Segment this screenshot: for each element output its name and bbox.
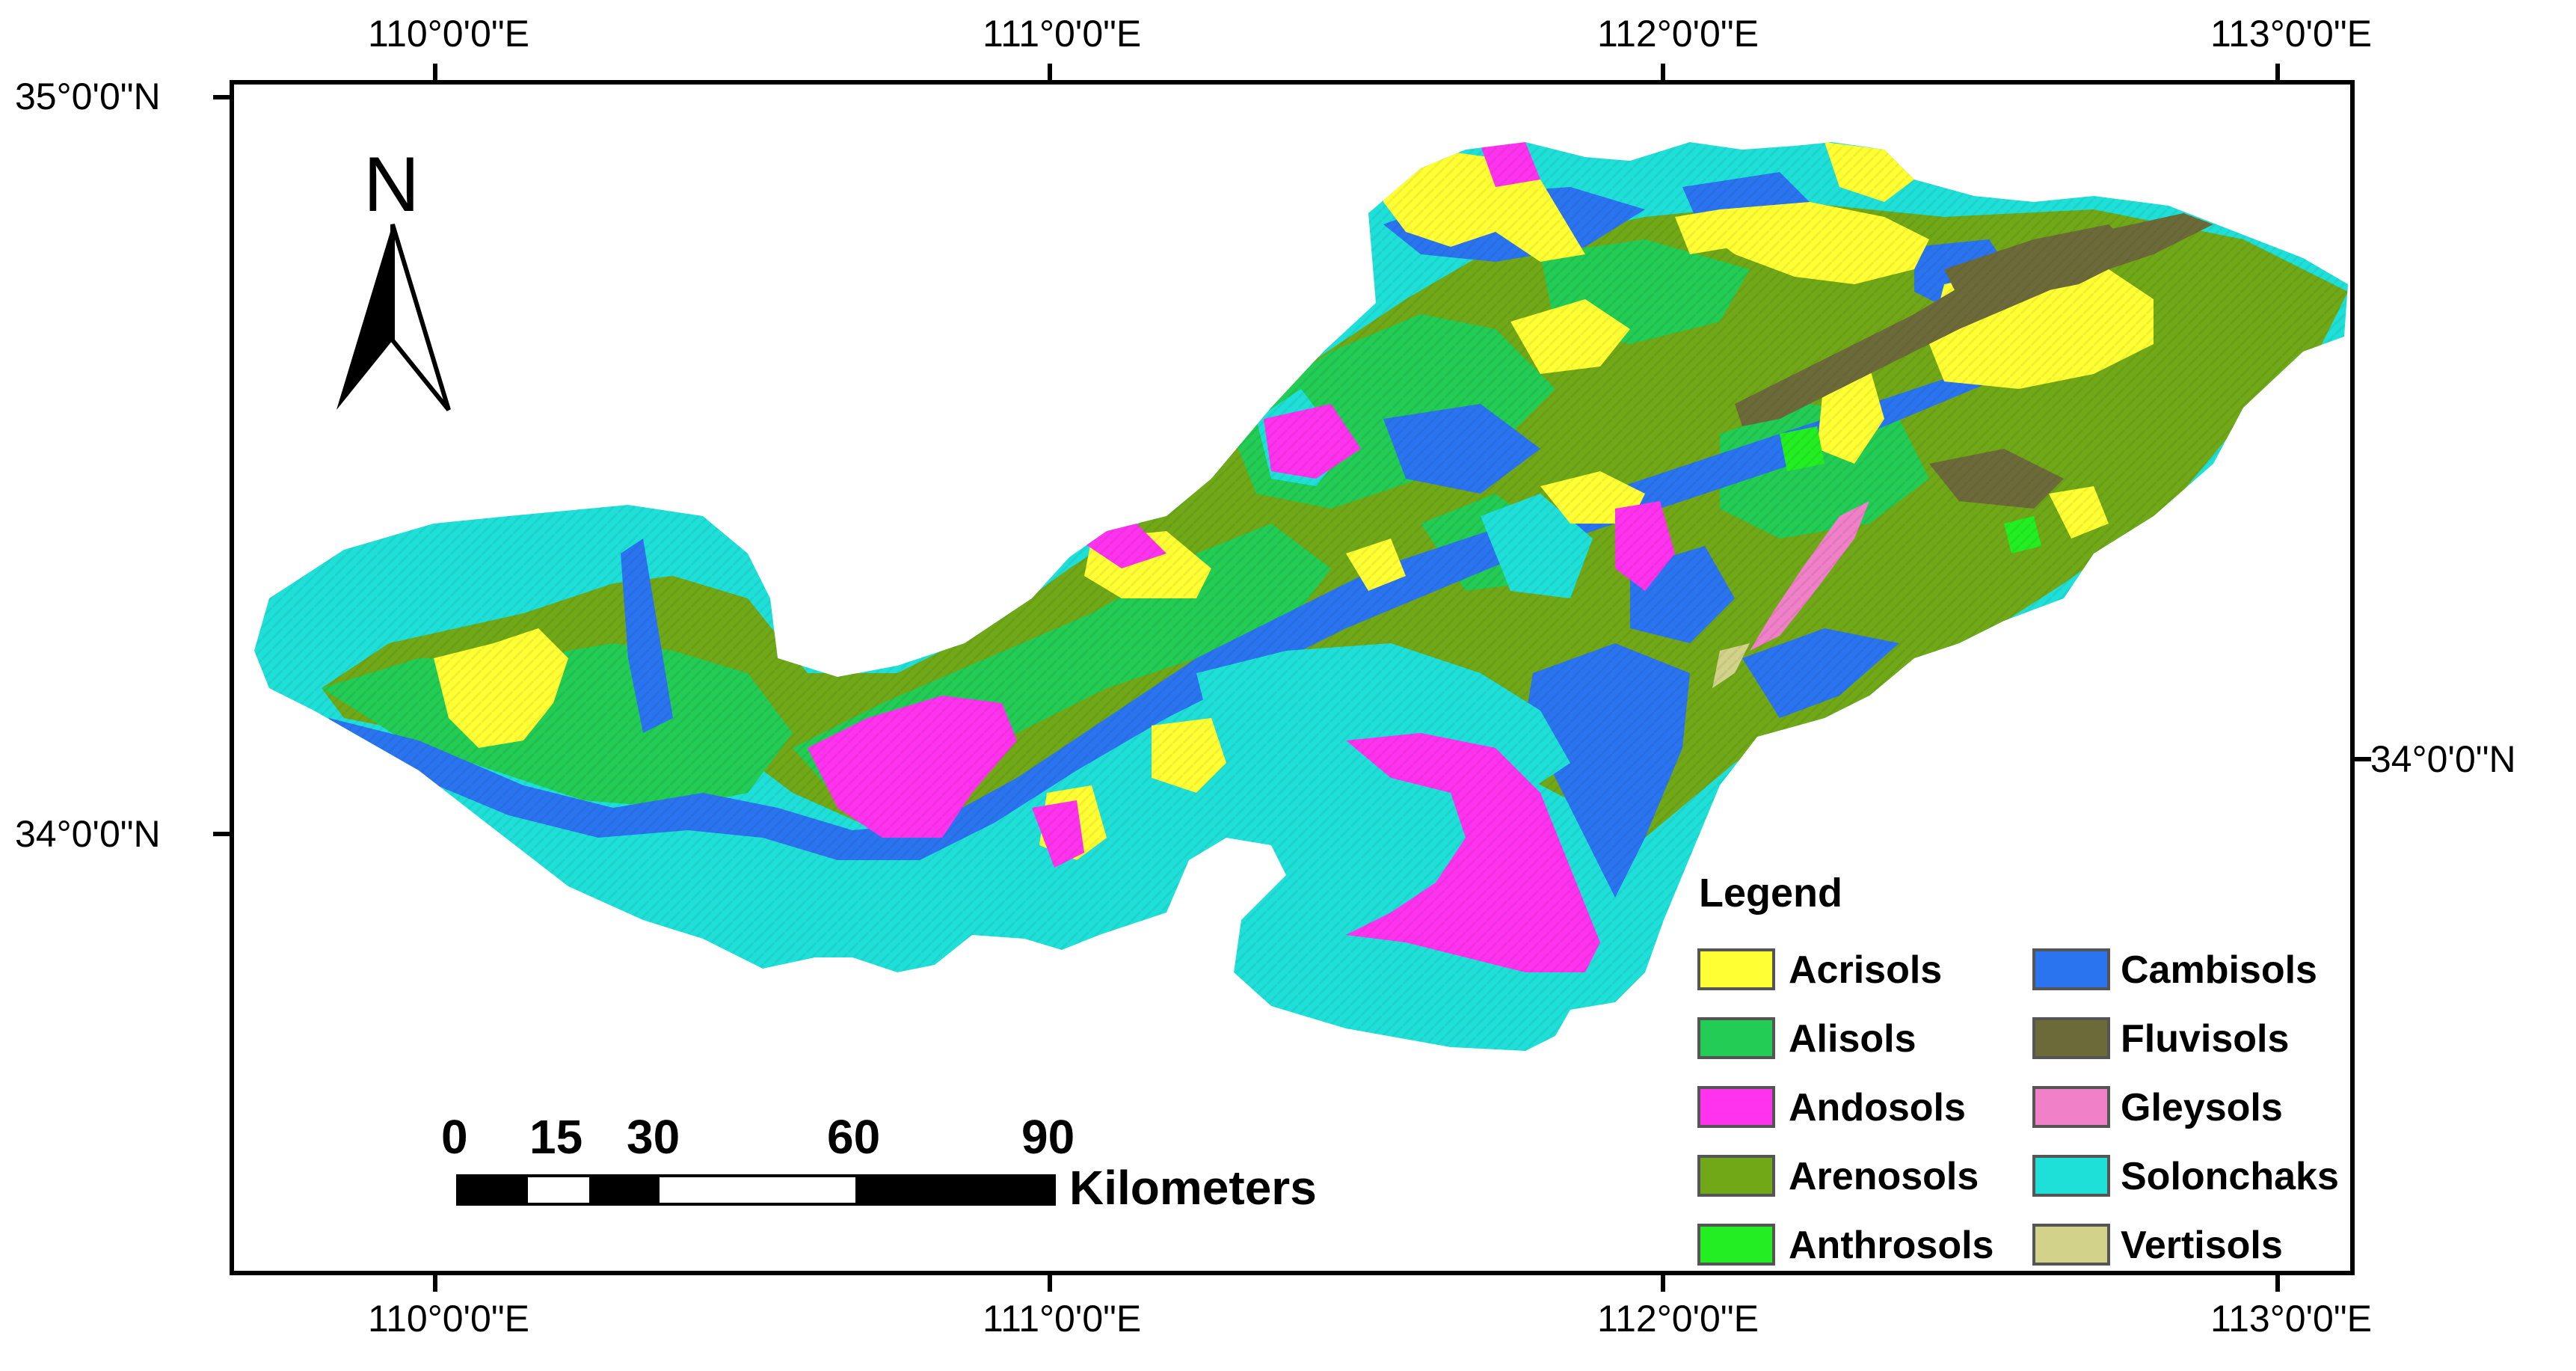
grid-label-top: 112°0'0"E bbox=[1597, 13, 1759, 55]
scale-segment bbox=[589, 1174, 660, 1206]
legend-item-cambisols: Cambisols bbox=[2032, 948, 2317, 992]
legend-swatch bbox=[2032, 1224, 2110, 1266]
scale-segment bbox=[657, 1174, 858, 1206]
legend-label: Acrisols bbox=[1789, 948, 1942, 992]
legend-label: Arenosols bbox=[1789, 1155, 1979, 1198]
north-arrow-icon bbox=[336, 224, 451, 411]
legend-swatch bbox=[2032, 1155, 2110, 1197]
grid-label-right: 34°0'0"N bbox=[2370, 738, 2516, 780]
legend-swatch bbox=[2032, 1086, 2110, 1128]
legend-swatch bbox=[1697, 1155, 1775, 1197]
scale-tick-label: 30 bbox=[627, 1110, 680, 1164]
legend-label: Alisols bbox=[1789, 1017, 1916, 1061]
north-arrow: N bbox=[336, 141, 451, 411]
scale-bar: 0 15 30 60 90 Kilometers bbox=[441, 1110, 1317, 1215]
legend-label: Cambisols bbox=[2121, 948, 2317, 992]
grid-label-top: 111°0'0"E bbox=[983, 13, 1141, 55]
legend-label: Solonchaks bbox=[2121, 1155, 2339, 1198]
legend-item-gleysols: Gleysols bbox=[2032, 1086, 2283, 1129]
legend: Legend Acrisols Alisols Andosols Arenoso… bbox=[1697, 871, 2339, 1267]
grid-label-bottom: 113°0'0"E bbox=[2210, 1298, 2372, 1340]
legend-swatch bbox=[1697, 1017, 1775, 1059]
grid-label-bottom: 112°0'0"E bbox=[1597, 1298, 1759, 1340]
grid-label-top: 110°0'0"E bbox=[368, 13, 529, 55]
legend-swatch bbox=[1697, 1086, 1775, 1128]
legend-item-vertisols: Vertisols bbox=[2032, 1224, 2283, 1267]
legend-label: Fluvisols bbox=[2121, 1017, 2289, 1061]
soil-map bbox=[254, 142, 2348, 1051]
legend-label: Anthrosols bbox=[1789, 1224, 1994, 1267]
north-letter: N bbox=[363, 141, 419, 228]
scale-segment bbox=[525, 1174, 592, 1206]
scale-tick-label: 60 bbox=[827, 1110, 880, 1164]
legend-item-andosols: Andosols bbox=[1697, 1086, 1966, 1129]
scale-tick-label: 90 bbox=[1021, 1110, 1075, 1164]
map-frame bbox=[230, 80, 2355, 1275]
grid-label-left: 34°0'0"N bbox=[15, 813, 161, 855]
legend-label: Andosols bbox=[1789, 1086, 1966, 1129]
grid-label-bottom: 110°0'0"E bbox=[368, 1298, 529, 1340]
grid-ticks bbox=[213, 64, 2371, 1292]
legend-swatch bbox=[1697, 948, 1775, 990]
legend-item-alisols: Alisols bbox=[1697, 1017, 1916, 1061]
grid-label-bottom: 111°0'0"E bbox=[983, 1298, 1141, 1340]
scale-tick-label: 0 bbox=[441, 1110, 468, 1164]
legend-item-solonchaks: Solonchaks bbox=[2032, 1155, 2339, 1198]
legend-swatch bbox=[1697, 1224, 1775, 1266]
legend-title: Legend bbox=[1699, 871, 1842, 915]
legend-swatch bbox=[2032, 1017, 2110, 1059]
scale-tick-label: 15 bbox=[529, 1110, 582, 1164]
scale-segment bbox=[855, 1174, 1056, 1206]
scale-unit-label: Kilometers bbox=[1069, 1161, 1317, 1215]
legend-label: Gleysols bbox=[2121, 1086, 2283, 1129]
legend-item-anthrosols: Anthrosols bbox=[1697, 1224, 1994, 1267]
grid-labels: 110°0'0"E 111°0'0"E 112°0'0"E 113°0'0"E … bbox=[15, 13, 2516, 1340]
grid-label-top: 113°0'0"E bbox=[2210, 13, 2372, 55]
scale-segment bbox=[456, 1174, 528, 1206]
legend-item-arenosols: Arenosols bbox=[1697, 1155, 1979, 1198]
grid-label-left: 35°0'0"N bbox=[15, 76, 161, 117]
legend-item-fluvisols: Fluvisols bbox=[2032, 1017, 2289, 1061]
legend-item-acrisols: Acrisols bbox=[1697, 948, 1942, 992]
legend-swatch bbox=[2032, 948, 2110, 990]
legend-label: Vertisols bbox=[2121, 1224, 2283, 1267]
